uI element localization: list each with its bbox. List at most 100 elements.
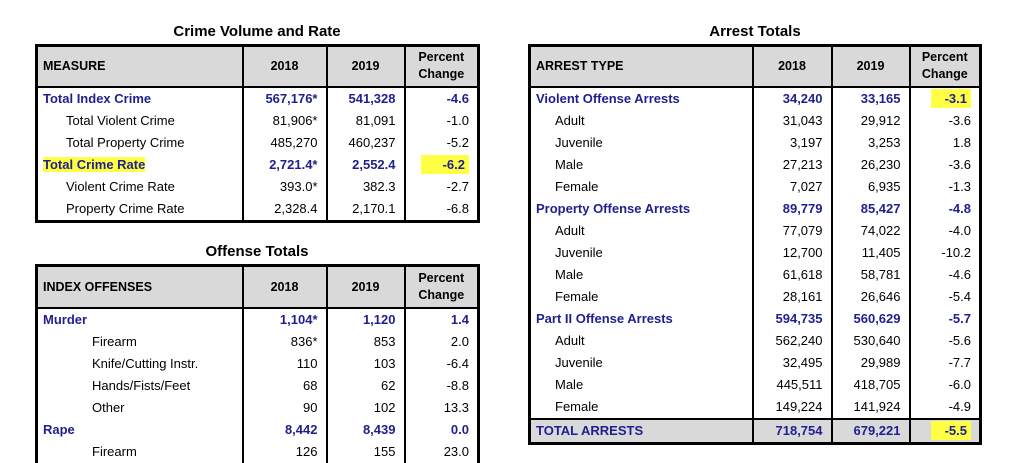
value-2018: 485,270 xyxy=(241,131,328,154)
value-2019: 460,237 xyxy=(325,131,406,154)
table-row: Total Violent Crime 81,906* 81,091 -1.0 xyxy=(35,109,480,132)
value-2018: 90 xyxy=(241,396,328,419)
table-row: Part II Offense Arrests 594,735 560,629 … xyxy=(528,307,982,330)
value-pct: -5.2 xyxy=(403,131,480,154)
row-label: Property Offense Arrests xyxy=(528,197,754,220)
row-label: Male xyxy=(528,263,754,286)
value-2018: 89,779 xyxy=(751,197,833,220)
col-header-2018: 2018 xyxy=(751,45,833,88)
value-2018: 1,104* xyxy=(241,307,328,331)
value-pct: -5.4 xyxy=(908,285,982,308)
row-label: Violent Crime Rate xyxy=(35,175,244,198)
value-pct: 13.3 xyxy=(403,396,480,419)
value-2019: 3,253 xyxy=(830,131,911,154)
row-label: Adult xyxy=(528,109,754,132)
col-header-measure: MEASURE xyxy=(35,45,244,88)
value-2018: 149,224 xyxy=(751,395,833,419)
value-2018: 2,328.4 xyxy=(241,197,328,221)
value-pct: -4.9 xyxy=(908,395,982,419)
value-pct: -6.4 xyxy=(403,352,480,375)
table-row: Adult 77,079 74,022 -4.0 xyxy=(528,219,982,242)
value-2019: 2,552.4 xyxy=(325,153,406,176)
value-2019: 541,328 xyxy=(325,86,406,110)
row-label: Total Property Crime xyxy=(35,131,244,154)
table-row: Total Property Crime 485,270 460,237 -5.… xyxy=(35,131,480,154)
value-pct: -6.2 xyxy=(403,153,480,176)
crime-volume-table: MEASURE 2018 2019 Percent Change Total In… xyxy=(35,44,480,223)
row-label: Juvenile xyxy=(528,351,754,374)
row-label: Firearm xyxy=(35,330,244,353)
col-header-2019: 2019 xyxy=(325,45,406,88)
value-2019: 26,230 xyxy=(830,153,911,176)
col-header-2018: 2018 xyxy=(241,45,328,88)
table-row: Adult 31,043 29,912 -3.6 xyxy=(528,109,982,132)
value-2018: 77,079 xyxy=(751,219,833,242)
table-row: Rape 8,442 8,439 0.0 xyxy=(35,418,480,441)
value-2018: 562,240 xyxy=(751,329,833,352)
value-pct: -10.2 xyxy=(908,241,982,264)
value-2019: 141,924 xyxy=(830,395,911,419)
value-2019: 29,912 xyxy=(830,109,911,132)
value-pct: 1.4 xyxy=(403,307,480,331)
row-label: Rape xyxy=(35,418,244,441)
value-2019: 418,705 xyxy=(830,373,911,396)
row-label: Female xyxy=(528,395,754,419)
value-pct: -5.5 xyxy=(908,417,982,444)
value-pct: -4.6 xyxy=(908,263,982,286)
value-2018: 32,495 xyxy=(751,351,833,374)
value-pct: -2.7 xyxy=(403,175,480,198)
arrest-totals-table: ARREST TYPE 2018 2019 Percent Change Viol… xyxy=(528,44,982,445)
value-2018: 2,721.4* xyxy=(241,153,328,176)
row-label: Adult xyxy=(528,219,754,242)
row-label: Male xyxy=(528,153,754,176)
col-header-2018: 2018 xyxy=(241,265,328,309)
table-row: Juvenile 3,197 3,253 1.8 xyxy=(528,131,982,154)
highlight-marker: Total Crime Rate xyxy=(43,157,146,172)
value-2019: 382.3 xyxy=(325,175,406,198)
value-pct: -4.0 xyxy=(908,219,982,242)
col-header-percent-change: Percent Change xyxy=(403,265,480,309)
value-2019: 103 xyxy=(325,352,406,375)
col-header-2019: 2019 xyxy=(325,265,406,309)
row-label: Female xyxy=(528,175,754,198)
table-row: Female 7,027 6,935 -1.3 xyxy=(528,175,982,198)
value-pct: -5.7 xyxy=(908,307,982,330)
value-2018: 836* xyxy=(241,330,328,353)
value-2018: 31,043 xyxy=(751,109,833,132)
table-row: Knife/Cutting Instr. 110 103 -6.4 xyxy=(35,352,480,375)
value-pct: -6.8 xyxy=(403,197,480,221)
col-header-2019: 2019 xyxy=(830,45,911,88)
offense-totals-title: Offense Totals xyxy=(205,243,309,260)
value-pct: -4.6 xyxy=(403,86,480,110)
table-row: Female 28,161 26,646 -5.4 xyxy=(528,285,982,308)
highlight-marker: -3.1 xyxy=(930,89,971,108)
value-2019: 102 xyxy=(325,396,406,419)
value-2018: 567,176* xyxy=(241,86,328,110)
value-pct: -6.0 xyxy=(908,373,982,396)
value-2018: 61,618 xyxy=(751,263,833,286)
value-2019: 679,221 xyxy=(830,417,911,444)
value-2019: 11,405 xyxy=(830,241,911,264)
table-row: Adult 562,240 530,640 -5.6 xyxy=(528,329,982,352)
table-row: Other 90 102 13.3 xyxy=(35,396,480,419)
value-pct: -8.8 xyxy=(403,374,480,397)
table-row: Hands/Fists/Feet 68 62 -8.8 xyxy=(35,374,480,397)
table-row: Firearm 836* 853 2.0 xyxy=(35,330,480,353)
value-pct: 2.0 xyxy=(403,330,480,353)
value-2019: 1,120 xyxy=(325,307,406,331)
value-pct: -3.1 xyxy=(908,86,982,110)
table-row: Male 445,511 418,705 -6.0 xyxy=(528,373,982,396)
value-pct: 0.0 xyxy=(403,418,480,441)
row-label: Part II Offense Arrests xyxy=(528,307,754,330)
value-2019: 62 xyxy=(325,374,406,397)
value-2018: 7,027 xyxy=(751,175,833,198)
value-2018: 34,240 xyxy=(751,86,833,110)
row-label: Female xyxy=(528,285,754,308)
value-2018: 27,213 xyxy=(751,153,833,176)
value-2018: 110 xyxy=(241,352,328,375)
value-2018: 81,906* xyxy=(241,109,328,132)
row-label: Total Violent Crime xyxy=(35,109,244,132)
table-row: Property Crime Rate 2,328.4 2,170.1 -6.8 xyxy=(35,197,480,221)
col-header-index-offenses: INDEX OFFENSES xyxy=(35,265,244,309)
value-pct: -1.3 xyxy=(908,175,982,198)
